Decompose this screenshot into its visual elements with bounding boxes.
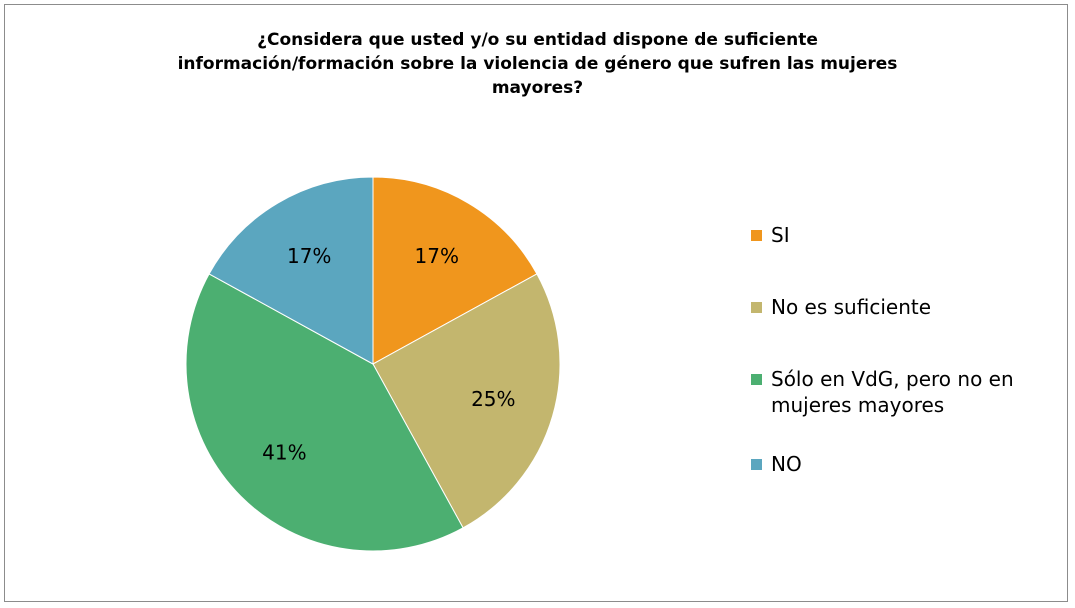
- data-label-no-es-suficiente: 25%: [471, 387, 515, 411]
- pie-slice-solo-en-vdg: [185, 273, 464, 552]
- chart-legend: SI No es suficiente Sólo en VdG, pero no…: [751, 222, 1014, 477]
- legend-swatch-si: [751, 230, 762, 241]
- legend-item-solo-en-vdg: Sólo en VdG, pero no en mujeres mayores: [751, 366, 1014, 418]
- legend-label-si: SI: [771, 223, 790, 247]
- chart-title-line-2: información/formación sobre la violencia…: [177, 54, 898, 74]
- legend-item-no: NO: [751, 451, 1014, 477]
- pie-slice-si: [372, 176, 538, 365]
- data-label-no: 17%: [287, 244, 331, 268]
- legend-item-no-es-suficiente: No es suficiente: [751, 294, 1014, 320]
- legend-item-si: SI: [751, 222, 1014, 248]
- chart-title-line-3: mayores?: [491, 78, 584, 98]
- legend-label-solo-en-vdg-line-2: mujeres mayores: [771, 393, 945, 417]
- pie-slice-no-es-suficiente: [372, 273, 561, 529]
- pie-slice-no: [208, 176, 374, 365]
- data-label-si: 17%: [415, 244, 459, 268]
- legend-label-no: NO: [771, 452, 802, 476]
- legend-label-no-es-suficiente: No es suficiente: [771, 295, 932, 319]
- legend-swatch-no: [751, 459, 762, 470]
- chart-title-line-1: ¿Considera que usted y/o su entidad disp…: [257, 30, 818, 50]
- legend-swatch-solo-en-vdg: [751, 374, 762, 385]
- legend-swatch-no-es-suficiente: [751, 302, 762, 313]
- data-label-solo-en-vdg: 41%: [262, 441, 306, 465]
- chart-title: ¿Considera que usted y/o su entidad disp…: [0, 28, 1075, 100]
- legend-label-solo-en-vdg-line-1: Sólo en VdG, pero no en: [771, 367, 1014, 391]
